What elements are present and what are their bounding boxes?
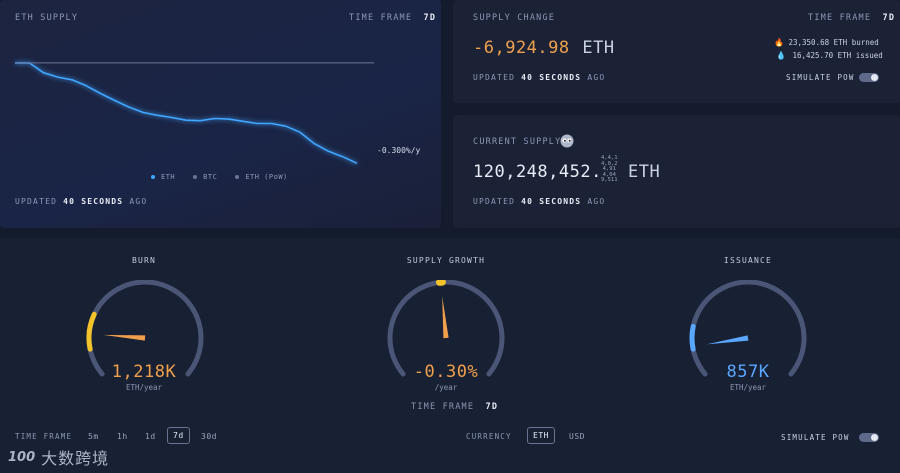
issuance-needle (706, 335, 749, 345)
timeframe-30d-button[interactable]: 30d (201, 432, 217, 441)
growth-value: -0.30% (413, 362, 479, 382)
supply-decimals: 4,4,1 4,0,2 4,91 4,04 9,511 (601, 155, 618, 184)
issuance-value: 857K (726, 362, 770, 382)
chart-timeframe-value: 7d (423, 13, 437, 23)
timeframe-1d-button[interactable]: 1d (145, 432, 156, 441)
current-supply-value: 120,248,452. (473, 162, 602, 182)
change-updated: UPDATED 40 SECONDS AGO (473, 73, 606, 82)
watermark-logo: 100 (8, 449, 36, 465)
legend-btc-dot (193, 175, 198, 179)
supply-change-panel: SUPPLY CHANGE TIME FRAME 7d -6,924.98 ET… (453, 0, 900, 103)
fire-icon: 🔥 (774, 38, 784, 47)
issuance-gauge (689, 280, 807, 377)
legend-btc[interactable]: BTC (193, 173, 217, 181)
simulate-pow-toggle[interactable] (859, 433, 879, 442)
growth-needle (442, 296, 449, 339)
current-supply-unit: ETH (628, 162, 661, 182)
eyes-icon (560, 134, 574, 148)
currency-eth-button[interactable]: ETH (527, 427, 555, 444)
chart-legend: ETH BTC ETH (PoW) (151, 173, 306, 181)
chart-end-label: -0.300%/y (377, 146, 421, 155)
timeframe-5m-button[interactable]: 5m (88, 432, 99, 441)
legend-eth-pow[interactable]: ETH (PoW) (235, 173, 287, 181)
supply-line-chart[interactable] (0, 0, 441, 228)
legend-eth-dot (151, 175, 155, 179)
growth-gauge (387, 280, 505, 377)
burn-unit: ETH/year (125, 383, 163, 392)
issued-row: 💧 16,425.70 ETH issued (776, 51, 883, 60)
watermark: 100 大数跨境 (8, 445, 109, 469)
legend-eth[interactable]: ETH (151, 173, 175, 181)
burn-issue-list: 🔥 23,350.68 ETH burned 💧 16,425.70 ETH i… (774, 36, 883, 62)
center-timeframe[interactable]: TIME FRAME 7d (411, 402, 499, 412)
supply-updated: UPDATED 40 SECONDS AGO (473, 197, 606, 206)
current-supply-panel: CURRENT SUPPLY 120,248,452. 4,4,1 4,0,2 … (453, 115, 900, 228)
growth-unit: /year (434, 383, 458, 392)
supply-change-unit: ETH (582, 38, 615, 58)
burn-needle (103, 334, 146, 341)
legend-eth-pow-dot (235, 175, 240, 179)
chart-timeframe[interactable]: TIME FRAME 7d (349, 13, 436, 23)
timeframe-label: TIME FRAME (15, 432, 73, 441)
gauges-panel: BURN 1,218K ETH/year SUPPLY GROWTH -0.30… (0, 238, 900, 473)
burn-title: BURN (131, 256, 157, 265)
issuance-unit: ETH/year (729, 383, 767, 392)
simulate-pow-label-top: SIMULATE PoW (786, 73, 855, 82)
supply-change-value: -6,924.98 (473, 38, 570, 58)
chart-updated: UPDATED 40 SECONDS AGO (15, 197, 148, 206)
timeframe-1h-button[interactable]: 1h (117, 432, 128, 441)
eth-supply-panel: ETH SUPPLY TIME FRAME 7d -0.300%/y ETH B… (0, 0, 441, 228)
growth-title: SUPPLY GROWTH (406, 256, 486, 265)
watermark-text: 大数跨境 (41, 449, 110, 468)
eth-supply-line (15, 62, 358, 165)
simulate-pow-label: SIMULATE PoW (781, 433, 850, 442)
timeframe-7d-button[interactable]: 7d (167, 427, 190, 444)
eth-supply-title: ETH SUPPLY (15, 13, 79, 23)
currency-label: CURRENCY (466, 432, 512, 441)
burn-value: 1,218K (111, 362, 177, 382)
droplet-icon: 💧 (776, 51, 786, 60)
simulate-pow-toggle-top[interactable] (859, 73, 879, 82)
issuance-title: ISSUANCE (723, 256, 773, 265)
supply-change-value-row: -6,924.98 ETH (473, 38, 615, 58)
currency-usd-button[interactable]: USD (569, 432, 585, 441)
change-timeframe[interactable]: TIME FRAME 7d (808, 13, 896, 23)
burned-row: 🔥 23,350.68 ETH burned (774, 38, 879, 47)
current-supply-title: CURRENT SUPPLY (473, 137, 562, 147)
supply-change-title: SUPPLY CHANGE (473, 13, 556, 23)
chart-timeframe-label: TIME FRAME (349, 13, 413, 23)
burn-gauge (86, 280, 204, 377)
